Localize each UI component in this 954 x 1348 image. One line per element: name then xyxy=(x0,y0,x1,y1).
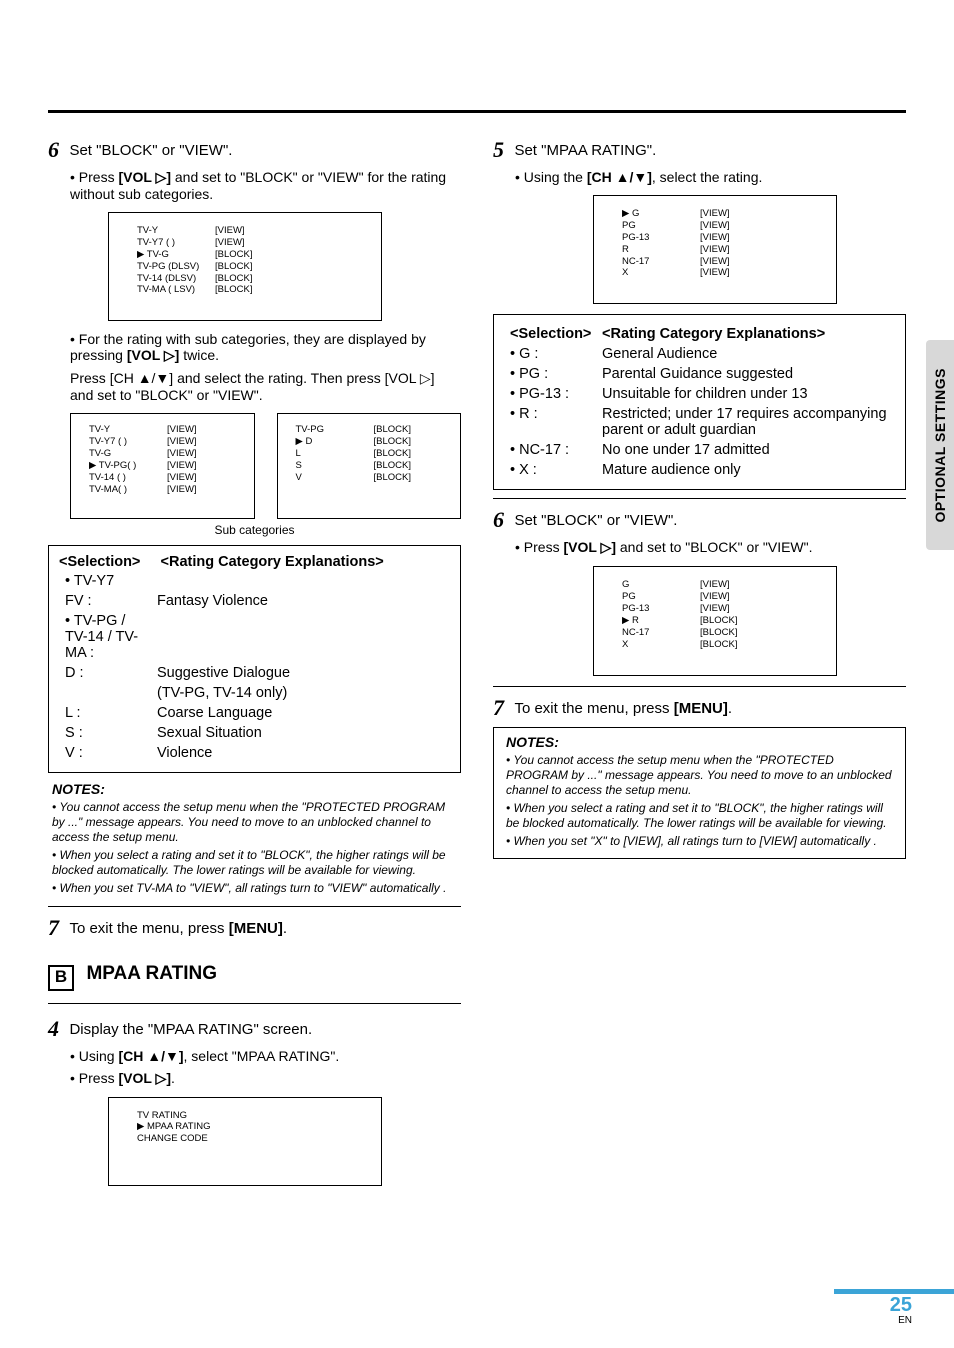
text: and set to "BLOCK" or "VIEW". xyxy=(616,539,813,555)
text: . xyxy=(171,1070,175,1086)
step-bullet: • Press [VOL ▷] and set to "BLOCK" or "V… xyxy=(70,169,461,202)
divider xyxy=(493,498,906,499)
selection-table: • TV-Y7 FV :Fantasy Violence• TV-PG / TV… xyxy=(59,570,296,764)
key-label: [VOL ▷] xyxy=(563,539,616,555)
text: Press xyxy=(70,370,110,386)
notes-title: NOTES: xyxy=(52,781,461,797)
text: . xyxy=(728,700,732,717)
menu-box: TV RATING▶ MPAA RATING CHANGE CODE xyxy=(108,1097,382,1187)
key-label: [MENU] xyxy=(229,920,283,937)
text: • Press xyxy=(70,169,118,185)
rating-box: G[VIEW] PG[VIEW] PG-13[VIEW]▶ R[BLOCK] N… xyxy=(593,566,837,675)
page-number: 25 xyxy=(890,1294,912,1317)
step-text: To exit the menu, press [MENU]. xyxy=(514,700,732,717)
selection-box: <Selection> <Rating Category Explanation… xyxy=(48,545,461,773)
text: , select the rating. xyxy=(652,169,763,185)
key-label: [VOL ▷] xyxy=(118,169,171,185)
step-number: 7 xyxy=(493,695,504,720)
step-4: 4 Display the "MPAA RATING" screen. • Us… xyxy=(48,1016,461,1187)
text: and set to "BLOCK" or "VIEW". xyxy=(70,387,263,403)
key-label: [VOL ▷] xyxy=(385,370,435,386)
text: To exit the menu, press xyxy=(514,700,673,717)
text: . xyxy=(283,920,287,937)
text: • For the rating with sub categories, th… xyxy=(70,331,426,363)
text: • Press xyxy=(515,539,563,555)
step-7: 7 To exit the menu, press [MENU]. xyxy=(48,915,461,941)
text: twice. xyxy=(179,347,219,363)
rating-box-1: TV-Y[VIEW]TV-Y7 ( )[VIEW]▶ TV-G[BLOCK] T… xyxy=(108,212,382,321)
text: and select the rating. Then press xyxy=(173,370,384,386)
rating-box-right: TV-PG[BLOCK]▶ D[BLOCK] L[BLOCK] S[BLOCK]… xyxy=(277,413,462,518)
notes-title: NOTES: xyxy=(506,734,897,750)
step-bullet: • Using the [CH ▲/▼], select the rating. xyxy=(515,169,906,185)
step-number: 6 xyxy=(48,137,59,162)
notes-body: • You cannot access the setup menu when … xyxy=(506,753,893,849)
section-title: MPAA RATING xyxy=(86,963,217,984)
step-title: Set "BLOCK" or "VIEW". xyxy=(514,512,677,529)
step-title: Display the "MPAA RATING" screen. xyxy=(69,1021,312,1038)
caption-text: Sub categories xyxy=(214,523,294,537)
dual-boxes: TV-Y[VIEW]TV-Y7 ( )[VIEW]TV-G[VIEW]▶ TV-… xyxy=(70,413,461,518)
key-label: [MENU] xyxy=(674,700,728,717)
key-label: [CH ▲/▼] xyxy=(118,1048,183,1064)
page-footer: 25 EN xyxy=(890,1294,912,1326)
step-bullet: • Press [VOL ▷]. xyxy=(70,1070,461,1087)
section-letter: B xyxy=(48,965,74,991)
side-tab-label: OPTIONAL SETTINGS xyxy=(932,368,948,522)
key-label: [VOL ▷] xyxy=(127,347,180,363)
step-5: 5 Set "MPAA RATING". • Using the [CH ▲/▼… xyxy=(493,137,906,490)
step-6-right: 6 Set "BLOCK" or "VIEW". • Press [VOL ▷]… xyxy=(493,507,906,675)
step-bullet: • Press [VOL ▷] and set to "BLOCK" or "V… xyxy=(515,539,906,556)
step-para: Press [CH ▲/▼] and select the rating. Th… xyxy=(70,370,461,403)
key-label: [CH ▲/▼] xyxy=(110,370,174,386)
side-tab: OPTIONAL SETTINGS xyxy=(926,340,954,550)
page: 6 Set "BLOCK" or "VIEW". • Press [VOL ▷]… xyxy=(0,0,954,1348)
step-number: 7 xyxy=(48,915,59,940)
selection-heading: <Selection> <Rating Category Explanation… xyxy=(59,554,450,570)
step-number: 6 xyxy=(493,507,504,532)
divider xyxy=(48,906,461,907)
divider xyxy=(48,1003,461,1004)
two-columns: 6 Set "BLOCK" or "VIEW". • Press [VOL ▷]… xyxy=(48,137,906,1196)
step-text: To exit the menu, press [MENU]. xyxy=(69,920,287,937)
text: To exit the menu, press xyxy=(69,920,228,937)
selection-box: <Selection><Rating Category Explanations… xyxy=(493,314,906,490)
left-column: 6 Set "BLOCK" or "VIEW". • Press [VOL ▷]… xyxy=(48,137,461,1196)
right-column: 5 Set "MPAA RATING". • Using the [CH ▲/▼… xyxy=(493,137,906,1196)
step-number: 5 xyxy=(493,137,504,162)
footer-bar xyxy=(834,1289,954,1294)
selection-table: <Selection><Rating Category Explanations… xyxy=(504,323,895,481)
section-b-heading: B MPAA RATING xyxy=(48,963,461,991)
text: • Using the xyxy=(515,169,587,185)
step-number: 4 xyxy=(48,1016,59,1041)
heading-left: <Selection> xyxy=(506,325,596,343)
step-bullet: • Using [CH ▲/▼], select "MPAA RATING". xyxy=(70,1048,461,1064)
rating-box: ▶ G[VIEW] PG[VIEW] PG-13[VIEW] R[VIEW] N… xyxy=(593,195,837,304)
sub-categories-caption: Sub categories xyxy=(48,523,461,537)
step-7-right: 7 To exit the menu, press [MENU]. xyxy=(493,695,906,721)
notes-box: NOTES: • You cannot access the setup men… xyxy=(493,727,906,859)
rating-box-left: TV-Y[VIEW]TV-Y7 ( )[VIEW]TV-G[VIEW]▶ TV-… xyxy=(70,413,255,518)
step-title: Set "MPAA RATING". xyxy=(514,142,656,159)
key-label: [VOL ▷] xyxy=(118,1070,171,1086)
key-label: [CH ▲/▼] xyxy=(587,169,652,185)
top-rule xyxy=(48,110,906,113)
divider xyxy=(493,686,906,687)
notes-body: • You cannot access the setup menu when … xyxy=(52,800,457,896)
step-title: Set "BLOCK" or "VIEW". xyxy=(69,142,232,159)
text: • Using xyxy=(70,1048,118,1064)
text: , select "MPAA RATING". xyxy=(184,1048,340,1064)
step-6: 6 Set "BLOCK" or "VIEW". • Press [VOL ▷]… xyxy=(48,137,461,896)
step-para: • For the rating with sub categories, th… xyxy=(70,331,461,364)
text: • Press xyxy=(70,1070,118,1086)
heading-right: <Rating Category Explanations> xyxy=(598,325,893,343)
